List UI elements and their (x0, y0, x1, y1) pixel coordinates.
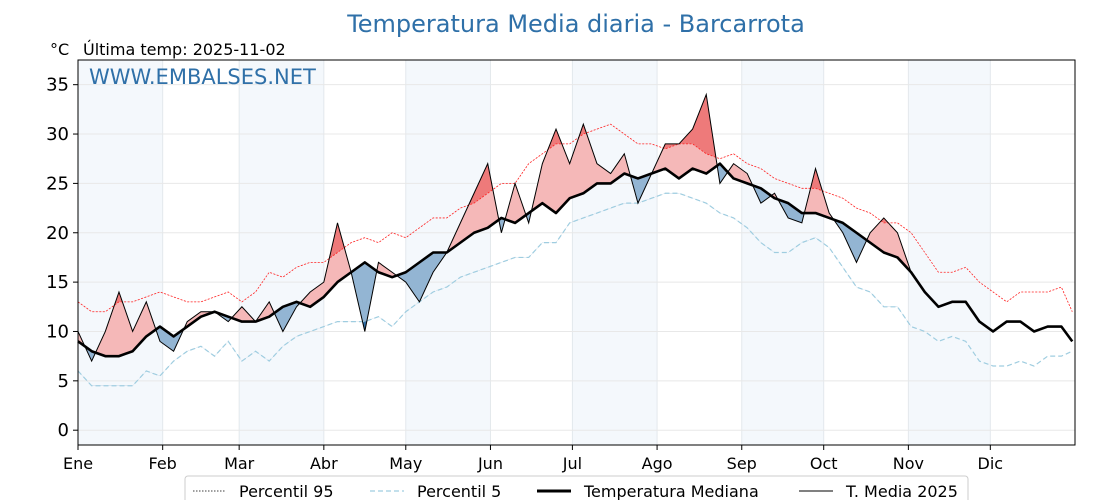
legend-2025-label: T. Media 2025 (845, 482, 958, 500)
last-temp-label: Última temp: 2025-11-02 (83, 40, 286, 59)
legend-p95-label: Percentil 95 (239, 482, 334, 500)
x-tick-label: Abr (310, 454, 338, 473)
legend-p5-label: Percentil 5 (417, 482, 501, 500)
x-tick-label: Ene (63, 454, 93, 473)
month-band (78, 60, 163, 445)
x-tick-label: Oct (810, 454, 838, 473)
x-tick-label: Dic (978, 454, 1004, 473)
month-band (239, 60, 324, 445)
legend-median-label: Temperatura Mediana (583, 482, 759, 500)
chart-title: Temperatura Media diaria - Barcarrota (346, 10, 805, 38)
month-band (908, 60, 991, 445)
y-axis-unit: °C (50, 40, 69, 59)
x-tick-label: Nov (893, 454, 924, 473)
y-tick-label: 10 (46, 321, 69, 342)
y-tick-label: 30 (46, 124, 69, 145)
x-tick-label: Feb (149, 454, 177, 473)
x-tick-label: May (389, 454, 422, 473)
x-tick-label: Jul (562, 454, 582, 473)
fill-above-median (78, 94, 912, 357)
y-tick-label: 5 (58, 371, 69, 392)
x-tick-label: Jun (477, 454, 503, 473)
percentile-95-line (77, 123, 1073, 313)
month-band (572, 60, 658, 445)
x-tick-label: Sep (727, 454, 757, 473)
y-tick-label: 15 (46, 272, 69, 293)
median-line (77, 162, 1074, 358)
x-tick-label: Mar (224, 454, 255, 473)
y-tick-label: 35 (46, 75, 69, 96)
watermark: WWW.EMBALSES.NET (89, 65, 316, 89)
percentile-5-line (77, 192, 1073, 387)
plot-frame (77, 59, 1076, 446)
y-tick-label: 0 (58, 420, 69, 441)
x-tick-label: Ago (642, 454, 673, 473)
legend: Percentil 95 Percentil 5 Temperatura Med… (184, 475, 969, 500)
y-tick-label: 25 (46, 173, 69, 194)
y-tick-label: 20 (46, 223, 69, 244)
